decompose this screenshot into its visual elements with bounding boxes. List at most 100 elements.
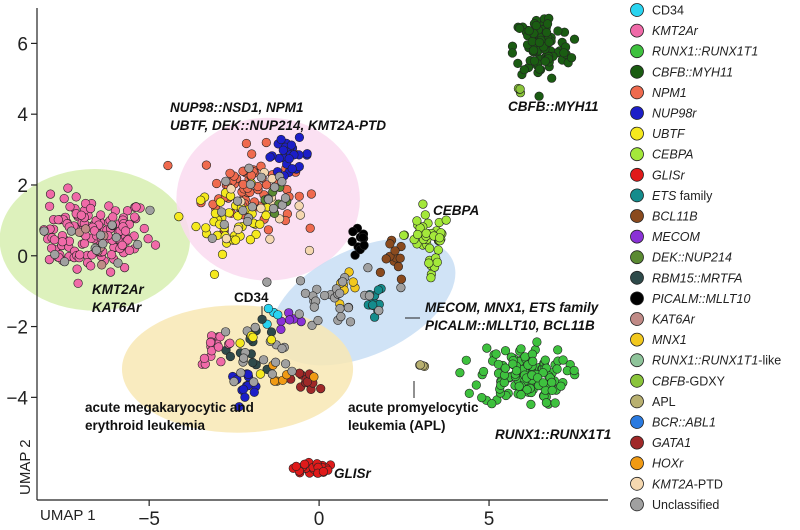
point-runx1-runx1t1: [516, 344, 526, 354]
point-kmt2ar: [123, 235, 133, 245]
point-ubtf: [231, 235, 241, 245]
point-apl: [415, 360, 425, 370]
point-runx1-runx1t1: [500, 363, 510, 373]
point-rbm15-mrtfa: [266, 327, 277, 337]
point-unclassified: [243, 216, 253, 227]
region-ellipse-3: [121, 305, 354, 433]
point-nup98r: [249, 387, 259, 397]
point-runx1-runx1t1: [532, 337, 542, 347]
point-kmt2a-ptd: [304, 245, 315, 256]
point-unclassified: [207, 233, 217, 243]
point-kmt2ar: [44, 201, 55, 211]
point-unclassified: [238, 205, 248, 216]
point-kmt2a-ptd: [226, 184, 236, 194]
point-cbfb-gdxy: [515, 84, 525, 94]
point-unclassified: [66, 226, 76, 236]
point-kmt2ar: [124, 245, 135, 255]
point-unclassified: [320, 290, 330, 301]
point-unclassified: [245, 179, 256, 189]
point-runx1-runx1t1: [569, 365, 579, 376]
point-unclassified: [335, 303, 345, 314]
y-tick-label: −2: [6, 318, 28, 339]
point-unclassified: [307, 320, 317, 331]
legend-marker: [630, 332, 644, 347]
point-unclassified: [239, 353, 249, 363]
point-runx1-runx1t1: [471, 380, 481, 390]
point-cbfb-myh11: [534, 37, 545, 48]
point-kmt2ar: [86, 261, 96, 271]
point-mecom: [285, 315, 295, 325]
point-nup98r: [287, 164, 297, 174]
point-cbfb-myh11: [519, 65, 529, 75]
point-unclassified: [396, 283, 406, 293]
point-nup98r: [238, 384, 248, 395]
point-unclassified: [335, 288, 345, 298]
point-bcl11b: [381, 254, 391, 264]
legend-label: DEK::NUP214: [652, 251, 732, 265]
label-cebpa: CEBPA: [433, 203, 479, 218]
point-cbfb-myh11: [513, 58, 523, 69]
legend-marker: [630, 188, 644, 203]
point-cbfb-myh11: [542, 19, 553, 29]
point-ubtf: [201, 223, 211, 233]
point-kmt2ar: [73, 278, 83, 288]
point-unclassified: [374, 306, 384, 316]
point-glisr: [300, 459, 310, 469]
label-mecom-line2: PICALM::MLLT10, BCL11B: [425, 318, 595, 333]
point-cbfb-myh11: [547, 73, 557, 83]
point-unclassified: [59, 257, 70, 267]
point-rbm15-mrtfa: [248, 358, 258, 368]
legend-label: BCR::ABL1: [652, 416, 716, 430]
point-runx1-runx1t1: [558, 355, 568, 365]
point-kmt2a-ptd: [295, 210, 306, 220]
point-ets-family: [373, 285, 384, 295]
point-ubtf: [196, 195, 206, 205]
point-kmt2ar: [119, 263, 130, 273]
point-gata1: [294, 368, 305, 378]
point-unclassified: [113, 258, 123, 268]
point-cbfb-myh11: [531, 20, 541, 31]
point-unclassified: [336, 312, 346, 322]
point-unclassified: [229, 377, 239, 387]
point-kmt2ar: [130, 212, 140, 222]
point-runx1-runx1t1: [528, 356, 538, 367]
point-npm1: [305, 223, 315, 233]
label-cd34: CD34: [234, 290, 269, 305]
legend-marker: [630, 209, 644, 223]
legend-label: NPM1: [652, 86, 687, 100]
point-nup98r: [276, 134, 286, 145]
point-runx1-runx1t1: [540, 355, 550, 365]
legend-marker: [630, 229, 644, 244]
legend-label: GATA1: [652, 436, 691, 450]
point-ubtf: [266, 335, 277, 345]
point-npm1: [212, 178, 222, 189]
point-unclassified: [267, 369, 277, 379]
point-unclassified: [244, 163, 254, 173]
label-amkl-line2: erythroid leukemia: [85, 418, 206, 433]
point-unclassified: [256, 172, 266, 182]
point-runx1-runx1t1: [552, 364, 562, 374]
point-kmt2ar: [53, 215, 63, 225]
legend-label: ETS family: [652, 189, 713, 203]
point-unclassified: [294, 309, 304, 319]
legend-marker: [630, 291, 644, 306]
point-unclassified: [295, 276, 306, 286]
label-nup98-line2: UBTF, DEK::NUP214, KMT2A-PTD: [170, 118, 386, 133]
point-kmt2ar: [71, 192, 81, 202]
legend-label: RBM15::MRTFA: [652, 271, 743, 285]
point-kmt2ar: [199, 353, 209, 364]
label-mecom-line1: MECOM, MNX1, ETS family: [425, 300, 600, 315]
point-cbfb-myh11: [534, 91, 544, 101]
point-runx1-runx1t1: [479, 366, 489, 377]
point-kmt2a-ptd: [294, 201, 304, 211]
point-picalm-mllt10: [358, 232, 368, 243]
point-npm1: [263, 225, 274, 235]
legend-label: HOXr: [652, 457, 684, 471]
y-tick-label: 4: [17, 105, 28, 126]
legend-marker: [630, 353, 644, 368]
point-unclassified: [338, 277, 348, 287]
point-cbfb-myh11: [566, 53, 577, 63]
legend-marker: [630, 270, 644, 285]
point-cebpa: [412, 216, 422, 226]
point-cbfb-myh11: [544, 37, 554, 47]
